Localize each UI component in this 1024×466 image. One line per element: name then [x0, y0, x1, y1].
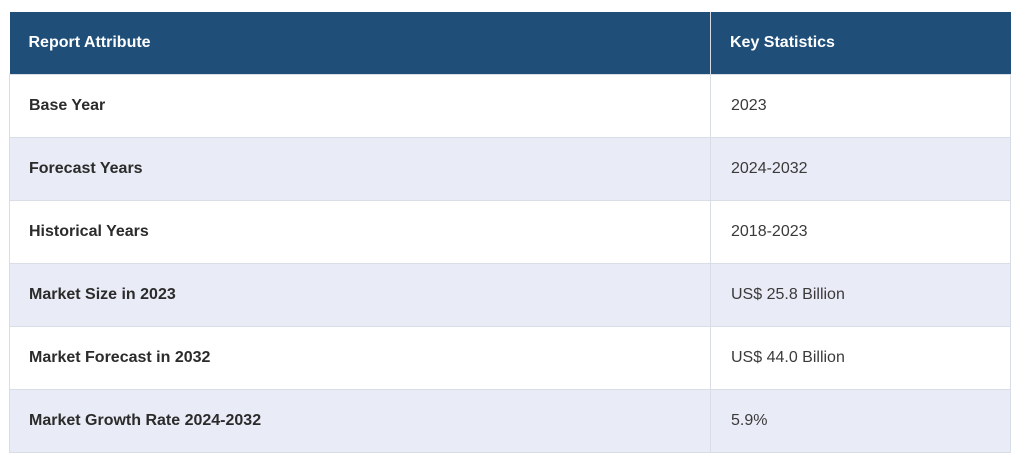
- report-table-container: Report Attribute Key Statistics Base Yea…: [9, 12, 1011, 453]
- table-row: Forecast Years 2024-2032: [9, 136, 1011, 201]
- header-report-attribute: Report Attribute: [9, 12, 711, 74]
- report-statistics-table: Report Attribute Key Statistics Base Yea…: [9, 12, 1011, 453]
- table-row: Historical Years 2018-2023: [9, 199, 1011, 264]
- row-value: 2024-2032: [710, 136, 1011, 201]
- table-row: Base Year 2023: [9, 73, 1011, 138]
- header-key-statistics: Key Statistics: [710, 12, 1011, 74]
- row-attribute: Base Year: [9, 73, 711, 138]
- row-attribute: Market Size in 2023: [9, 262, 711, 327]
- row-value: 5.9%: [710, 388, 1011, 453]
- table-row: Market Forecast in 2032 US$ 44.0 Billion: [9, 325, 1011, 390]
- row-attribute: Market Forecast in 2032: [9, 325, 711, 390]
- table-header-row: Report Attribute Key Statistics: [9, 12, 1011, 74]
- row-attribute: Market Growth Rate 2024-2032: [9, 388, 711, 453]
- table-row: Market Growth Rate 2024-2032 5.9%: [9, 388, 1011, 453]
- row-value: US$ 44.0 Billion: [710, 325, 1011, 390]
- table-row: Market Size in 2023 US$ 25.8 Billion: [9, 262, 1011, 327]
- row-attribute: Historical Years: [9, 199, 711, 264]
- row-value: US$ 25.8 Billion: [710, 262, 1011, 327]
- row-value: 2023: [710, 73, 1011, 138]
- row-value: 2018-2023: [710, 199, 1011, 264]
- row-attribute: Forecast Years: [9, 136, 711, 201]
